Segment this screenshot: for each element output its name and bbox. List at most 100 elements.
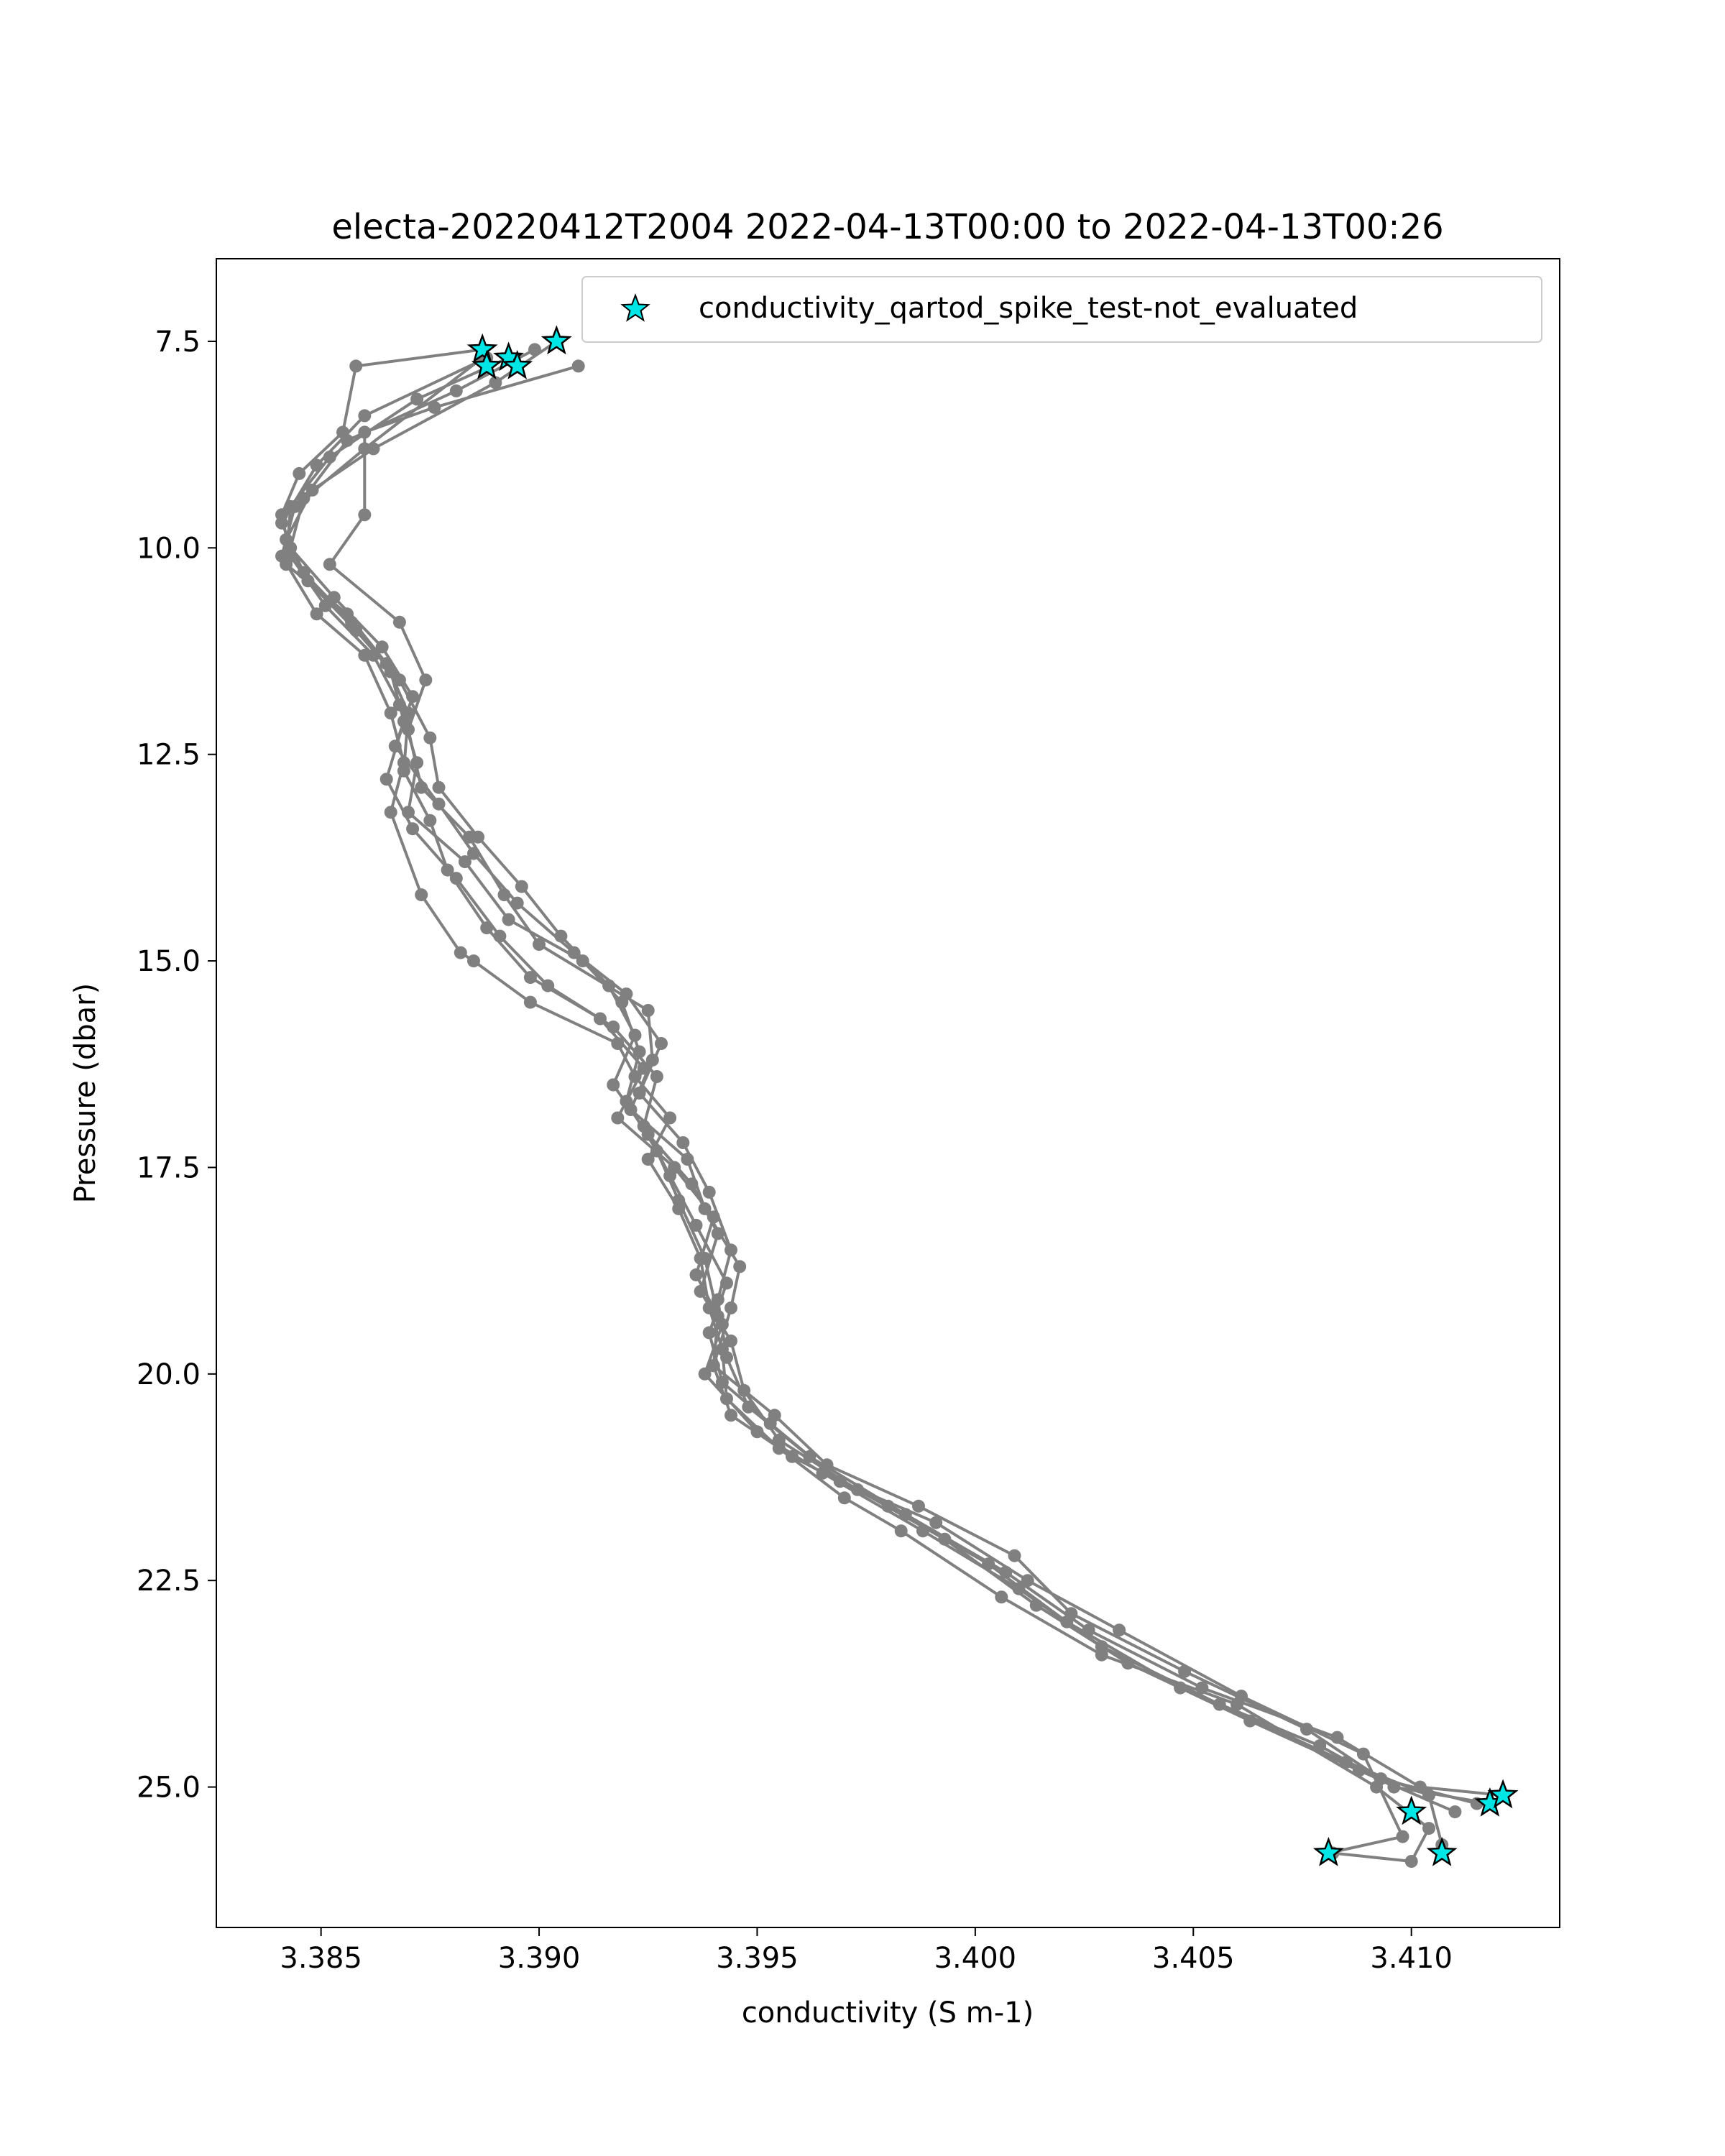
y-tick-label: 17.5 [137,1151,201,1184]
data-point [458,855,472,869]
data-point [1095,1648,1108,1662]
profile-line [280,356,1404,1855]
data-point [533,938,546,952]
data-point [345,615,359,629]
data-point [375,640,389,654]
data-point [392,615,406,629]
data-point [402,723,415,737]
data-point [724,1334,737,1348]
data-point [663,1169,677,1182]
data-point [502,913,515,926]
data-point [995,1590,1008,1604]
y-tick-label: 25.0 [137,1772,201,1805]
flag-markers [466,325,1519,1866]
data-point [641,1153,655,1166]
data-point [275,516,288,530]
data-point [698,1367,712,1381]
data-point [711,1293,724,1307]
data-point [523,971,537,985]
flag-star-marker [1426,1836,1458,1866]
data-point [358,425,372,439]
data-point [497,888,511,902]
data-point [702,1326,716,1340]
data-point [406,690,420,704]
data-point [523,995,537,1009]
data-point [724,1301,737,1314]
data-point [489,376,502,390]
legend: conductivity_qartod_spike_test-not_evalu… [581,276,1542,343]
data-point [611,1111,625,1125]
data-point [341,433,354,447]
data-point [1230,1697,1243,1711]
y-tick-label: 20.0 [137,1358,201,1391]
data-point [999,1565,1013,1579]
legend-star-icon [620,293,650,322]
data-point [454,946,467,959]
x-axis-label: conductivity (S m-1) [742,1996,1034,2030]
data-point [1082,1623,1095,1637]
flag-star-marker [1396,1795,1427,1825]
data-point [515,880,528,893]
data-point [663,1111,677,1125]
data-point [1422,1822,1435,1835]
data-point [611,1037,625,1050]
data-point [327,591,341,604]
data-point [750,1425,764,1439]
data-point [620,987,633,1001]
flag-star-marker [471,349,502,379]
data-point [1330,1731,1344,1744]
data-point [406,822,420,836]
data-point [607,1021,620,1033]
data-point [1448,1805,1462,1819]
data-point [702,1185,716,1199]
data-point [624,1103,638,1116]
data-point [449,384,463,397]
data-point [676,1136,690,1149]
data-point [310,607,323,621]
x-tick-label: 3.410 [1370,1942,1453,1975]
data-point [694,1251,707,1265]
data-point [410,392,424,406]
flag-star-marker [1312,1836,1344,1866]
data-point [567,946,581,959]
data-point [384,806,397,819]
data-point [358,442,372,456]
data-point [1012,1582,1026,1595]
data-point [423,814,437,827]
data-point [698,1202,712,1215]
profile-line [280,356,1430,1863]
data-point [655,1037,668,1050]
data-point [288,499,302,513]
data-point [672,1202,686,1215]
data-point [645,1054,659,1067]
data-point [894,1524,908,1538]
y-axis: 7.5 10.0 12.5 15.0 17.5 20.0 22.5 25.0 [137,326,216,1805]
data-point [528,343,541,356]
data-point [275,549,288,563]
x-tick-label: 3.395 [716,1942,799,1975]
data-point [641,1004,655,1017]
data-point [358,648,372,662]
data-point [733,1260,747,1273]
data-point [380,773,393,786]
data-point [724,1409,737,1422]
legend-box [581,276,1542,343]
data-point [689,1218,703,1232]
y-tick-label: 12.5 [137,739,201,772]
data-point [415,888,428,902]
data-point [310,459,323,472]
data-point [720,1392,733,1406]
data-point [297,566,310,579]
data-point [349,359,363,373]
data-point [707,1359,720,1373]
data-point [898,1508,912,1521]
data-point [432,780,446,794]
data-point [1300,1723,1313,1736]
data-point [463,830,476,844]
flag-star-marker [502,349,533,379]
data-point [428,400,441,414]
data-point [1113,1623,1126,1637]
x-axis: 3.385 3.390 3.395 3.400 3.405 3.410 [280,1927,1453,1975]
y-axis-label: Pressure (dbar) [69,983,102,1203]
legend-label: conductivity_qartod_spike_test-not_evalu… [699,292,1358,325]
